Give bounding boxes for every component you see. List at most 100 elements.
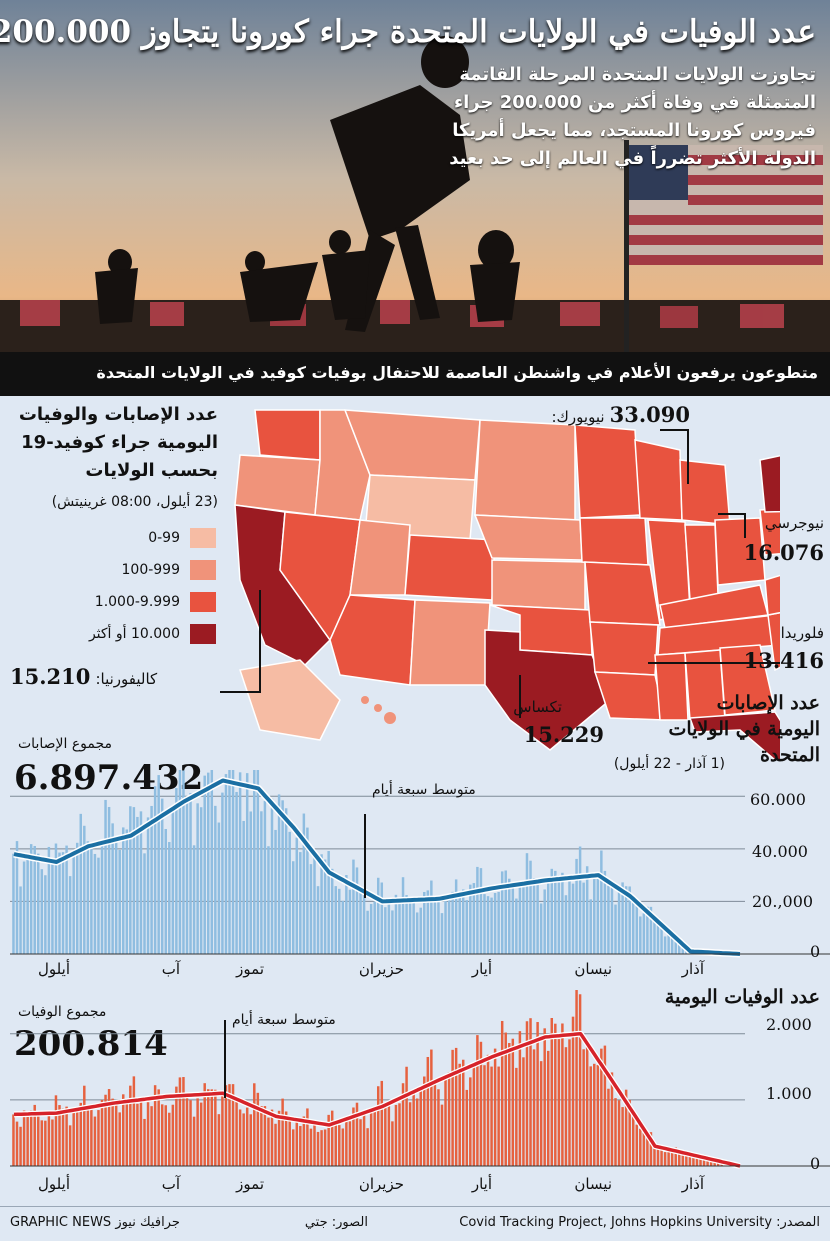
us-map	[220, 400, 780, 760]
deaths-bar	[597, 1065, 599, 1166]
deaths-month-jul: تموز	[236, 1175, 264, 1193]
deaths-bar	[55, 1095, 57, 1166]
cases-bar	[558, 876, 560, 954]
deaths-bar	[398, 1103, 400, 1166]
cases-bar	[455, 879, 457, 954]
deaths-bar	[94, 1117, 96, 1166]
deaths-bar	[593, 1064, 595, 1166]
deaths-bar	[536, 1022, 538, 1166]
cases-title-3: المتحدة	[760, 744, 820, 766]
cases-month-apr: نيسان	[574, 960, 612, 978]
callout-florida-name: فلوريدا	[781, 624, 824, 642]
cases-ytick-40000: 40.000	[752, 842, 808, 861]
state-virginia	[765, 565, 780, 615]
cases-bar	[118, 850, 120, 954]
cases-bar	[214, 806, 216, 954]
deaths-bar	[444, 1080, 446, 1166]
cases-bar	[313, 855, 315, 954]
state-kansas	[492, 560, 585, 610]
deaths-bar	[150, 1106, 152, 1166]
cases-bar	[129, 806, 131, 954]
deaths-bar	[568, 1039, 570, 1166]
deaths-bar	[363, 1113, 365, 1166]
footer-source: المصدر: Covid Tracking Project, Johns Ho…	[459, 1215, 820, 1230]
deaths-bar	[494, 1049, 496, 1166]
deaths-bar	[242, 1113, 244, 1166]
map-title-line-2: اليومية جراء كوفيد-19	[21, 432, 218, 453]
cases-bar	[200, 807, 202, 954]
deaths-bar	[660, 1149, 662, 1166]
deaths-bar	[487, 1055, 489, 1166]
deaths-bar	[274, 1124, 276, 1166]
deaths-bar	[575, 990, 577, 1166]
cases-bar	[150, 806, 152, 954]
cases-bar	[490, 898, 492, 954]
legend-label-1: 0-99	[148, 530, 180, 546]
cases-bar	[370, 904, 372, 954]
cases-bar	[76, 843, 78, 954]
deaths-bar	[161, 1104, 163, 1166]
state-louisiana	[595, 672, 665, 720]
deaths-bar	[349, 1121, 351, 1166]
footer-photos: الصور: جتي	[305, 1215, 368, 1230]
cases-bar	[356, 867, 358, 954]
deaths-bar	[373, 1107, 375, 1166]
deaths-bar	[501, 1021, 503, 1166]
deaths-bar	[143, 1119, 145, 1166]
state-nebraska	[475, 515, 582, 560]
cases-bar	[409, 901, 411, 954]
deaths-bar	[682, 1154, 684, 1166]
cases-bar	[225, 774, 227, 954]
deaths-month-aug: آب	[162, 1175, 180, 1193]
deaths-bar	[193, 1117, 195, 1166]
deaths-month-sep: أيلول	[38, 1175, 70, 1193]
photo-caption-bar: متطوعون يرفعون الأعلام في واشنطن العاصمة…	[0, 352, 830, 396]
cases-bar	[186, 802, 188, 954]
deaths-bar	[90, 1108, 92, 1166]
deaths-bar	[288, 1116, 290, 1166]
state-missouri	[585, 562, 660, 625]
cases-bar	[179, 770, 181, 954]
deaths-bar	[551, 1018, 553, 1166]
cases-bar	[522, 887, 524, 954]
cases-bar	[458, 892, 460, 954]
cases-bar	[529, 861, 531, 954]
cases-bar	[614, 905, 616, 954]
deaths-bar	[381, 1081, 383, 1166]
cases-bar	[412, 899, 414, 954]
cases-bar	[246, 773, 248, 954]
cases-bar	[90, 844, 92, 954]
callout-newjersey-name: نيوجرسي	[765, 514, 824, 532]
deaths-bar	[614, 1098, 616, 1166]
deaths-bar	[76, 1109, 78, 1166]
deaths-bar	[370, 1109, 372, 1166]
cases-bar	[639, 916, 641, 954]
cases-month-jul: تموز	[236, 960, 264, 978]
cases-bar	[250, 811, 252, 954]
deaths-bar	[126, 1101, 128, 1166]
deaths-bar	[179, 1077, 181, 1166]
cases-ytick-60000: 60.000	[750, 790, 806, 809]
deaths-chart	[0, 990, 830, 1200]
deaths-bar	[62, 1109, 64, 1166]
cases-bar	[373, 902, 375, 954]
deaths-bar	[657, 1150, 659, 1166]
deaths-bar	[250, 1114, 252, 1166]
state-iowa	[580, 518, 648, 565]
cases-bar	[331, 869, 333, 954]
deaths-bar	[157, 1089, 159, 1166]
cases-bar	[444, 900, 446, 954]
deaths-bar	[522, 1057, 524, 1166]
deaths-bar	[455, 1048, 457, 1166]
deaths-bar	[51, 1119, 53, 1166]
cases-bar	[561, 873, 563, 954]
cases-bar	[281, 800, 283, 954]
deaths-bar	[554, 1024, 556, 1166]
deaths-bar	[416, 1098, 418, 1166]
cases-bar	[80, 814, 82, 954]
cases-bar	[189, 793, 191, 954]
deaths-bar	[384, 1108, 386, 1166]
cases-total-label: مجموع الإصابات	[18, 736, 112, 752]
cases-bar	[543, 889, 545, 954]
intro-line-4: الدولة الأكثر تضرراً في العالم إلى حد بع…	[449, 148, 816, 169]
